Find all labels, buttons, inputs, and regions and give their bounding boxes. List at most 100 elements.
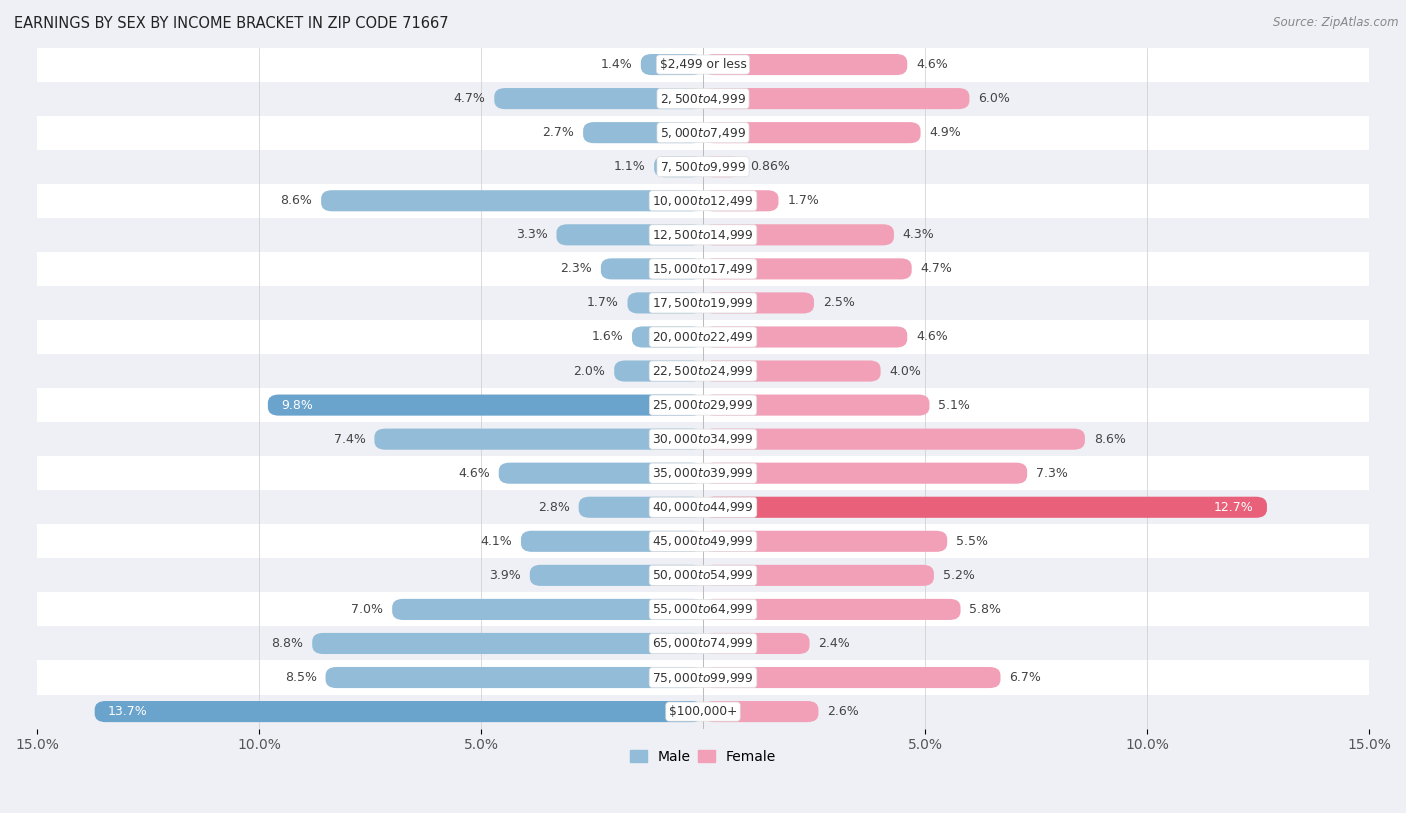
- Bar: [37, 694, 1369, 728]
- Text: 4.3%: 4.3%: [903, 228, 935, 241]
- Text: 2.4%: 2.4%: [818, 637, 851, 650]
- FancyBboxPatch shape: [374, 428, 703, 450]
- Bar: [37, 81, 1369, 115]
- Text: 4.9%: 4.9%: [929, 126, 962, 139]
- Text: 4.7%: 4.7%: [921, 263, 952, 276]
- Bar: [37, 252, 1369, 286]
- Text: 2.6%: 2.6%: [827, 705, 859, 718]
- Text: 12.7%: 12.7%: [1213, 501, 1254, 514]
- FancyBboxPatch shape: [392, 599, 703, 620]
- Text: $5,000 to $7,499: $5,000 to $7,499: [659, 126, 747, 140]
- FancyBboxPatch shape: [321, 190, 703, 211]
- Text: 8.6%: 8.6%: [1094, 433, 1126, 446]
- Bar: [37, 559, 1369, 593]
- Text: $50,000 to $54,999: $50,000 to $54,999: [652, 568, 754, 582]
- FancyBboxPatch shape: [703, 667, 1001, 688]
- FancyBboxPatch shape: [703, 259, 911, 280]
- FancyBboxPatch shape: [703, 122, 921, 143]
- FancyBboxPatch shape: [703, 701, 818, 722]
- Bar: [37, 456, 1369, 490]
- Text: 3.9%: 3.9%: [489, 569, 522, 582]
- Text: $22,500 to $24,999: $22,500 to $24,999: [652, 364, 754, 378]
- Text: 1.6%: 1.6%: [592, 330, 623, 343]
- FancyBboxPatch shape: [703, 88, 969, 109]
- Bar: [37, 593, 1369, 627]
- FancyBboxPatch shape: [703, 54, 907, 75]
- FancyBboxPatch shape: [641, 54, 703, 75]
- Text: 1.1%: 1.1%: [613, 160, 645, 173]
- Text: $40,000 to $44,999: $40,000 to $44,999: [652, 500, 754, 515]
- Text: 4.6%: 4.6%: [917, 330, 948, 343]
- FancyBboxPatch shape: [522, 531, 703, 552]
- FancyBboxPatch shape: [579, 497, 703, 518]
- FancyBboxPatch shape: [703, 599, 960, 620]
- Text: 1.4%: 1.4%: [600, 58, 631, 71]
- Text: 2.0%: 2.0%: [574, 364, 606, 377]
- Legend: Male, Female: Male, Female: [624, 744, 782, 769]
- Bar: [37, 422, 1369, 456]
- Text: 2.3%: 2.3%: [560, 263, 592, 276]
- Text: $100,000+: $100,000+: [669, 705, 737, 718]
- Text: 4.1%: 4.1%: [481, 535, 512, 548]
- Text: 5.2%: 5.2%: [943, 569, 974, 582]
- Text: EARNINGS BY SEX BY INCOME BRACKET IN ZIP CODE 71667: EARNINGS BY SEX BY INCOME BRACKET IN ZIP…: [14, 16, 449, 31]
- FancyBboxPatch shape: [312, 633, 703, 654]
- Text: 2.8%: 2.8%: [538, 501, 569, 514]
- FancyBboxPatch shape: [703, 633, 810, 654]
- Text: 8.6%: 8.6%: [280, 194, 312, 207]
- Text: $35,000 to $39,999: $35,000 to $39,999: [652, 466, 754, 480]
- Text: $55,000 to $64,999: $55,000 to $64,999: [652, 602, 754, 616]
- Bar: [37, 627, 1369, 660]
- Bar: [37, 150, 1369, 184]
- Text: Source: ZipAtlas.com: Source: ZipAtlas.com: [1274, 16, 1399, 29]
- Text: 7.3%: 7.3%: [1036, 467, 1069, 480]
- Text: $7,500 to $9,999: $7,500 to $9,999: [659, 159, 747, 174]
- Bar: [37, 524, 1369, 559]
- FancyBboxPatch shape: [631, 327, 703, 347]
- Text: 5.1%: 5.1%: [938, 398, 970, 411]
- Bar: [37, 490, 1369, 524]
- FancyBboxPatch shape: [703, 190, 779, 211]
- Text: $75,000 to $99,999: $75,000 to $99,999: [652, 671, 754, 685]
- Bar: [37, 286, 1369, 320]
- FancyBboxPatch shape: [326, 667, 703, 688]
- Text: $17,500 to $19,999: $17,500 to $19,999: [652, 296, 754, 310]
- Bar: [37, 218, 1369, 252]
- Text: 4.7%: 4.7%: [454, 92, 485, 105]
- FancyBboxPatch shape: [583, 122, 703, 143]
- FancyBboxPatch shape: [703, 293, 814, 314]
- Text: 6.0%: 6.0%: [979, 92, 1010, 105]
- Text: $2,499 or less: $2,499 or less: [659, 58, 747, 71]
- Text: $20,000 to $22,499: $20,000 to $22,499: [652, 330, 754, 344]
- Bar: [37, 115, 1369, 150]
- Bar: [37, 184, 1369, 218]
- FancyBboxPatch shape: [614, 360, 703, 381]
- Text: 6.7%: 6.7%: [1010, 671, 1042, 684]
- FancyBboxPatch shape: [267, 394, 703, 415]
- Text: 7.0%: 7.0%: [352, 603, 384, 616]
- Text: 4.6%: 4.6%: [458, 467, 489, 480]
- Text: 1.7%: 1.7%: [787, 194, 820, 207]
- Text: $15,000 to $17,499: $15,000 to $17,499: [652, 262, 754, 276]
- FancyBboxPatch shape: [703, 156, 741, 177]
- Text: 4.6%: 4.6%: [917, 58, 948, 71]
- Text: 1.7%: 1.7%: [586, 297, 619, 310]
- Text: 13.7%: 13.7%: [108, 705, 148, 718]
- Bar: [37, 47, 1369, 81]
- FancyBboxPatch shape: [703, 428, 1085, 450]
- Text: 5.5%: 5.5%: [956, 535, 988, 548]
- Bar: [37, 388, 1369, 422]
- Text: $12,500 to $14,999: $12,500 to $14,999: [652, 228, 754, 241]
- Text: $25,000 to $29,999: $25,000 to $29,999: [652, 398, 754, 412]
- Text: 8.8%: 8.8%: [271, 637, 304, 650]
- Bar: [37, 320, 1369, 354]
- Text: 2.5%: 2.5%: [823, 297, 855, 310]
- Text: 5.8%: 5.8%: [969, 603, 1001, 616]
- FancyBboxPatch shape: [703, 565, 934, 586]
- FancyBboxPatch shape: [654, 156, 703, 177]
- Text: 2.7%: 2.7%: [543, 126, 574, 139]
- Text: 3.3%: 3.3%: [516, 228, 547, 241]
- FancyBboxPatch shape: [703, 463, 1028, 484]
- FancyBboxPatch shape: [703, 360, 880, 381]
- FancyBboxPatch shape: [703, 497, 1267, 518]
